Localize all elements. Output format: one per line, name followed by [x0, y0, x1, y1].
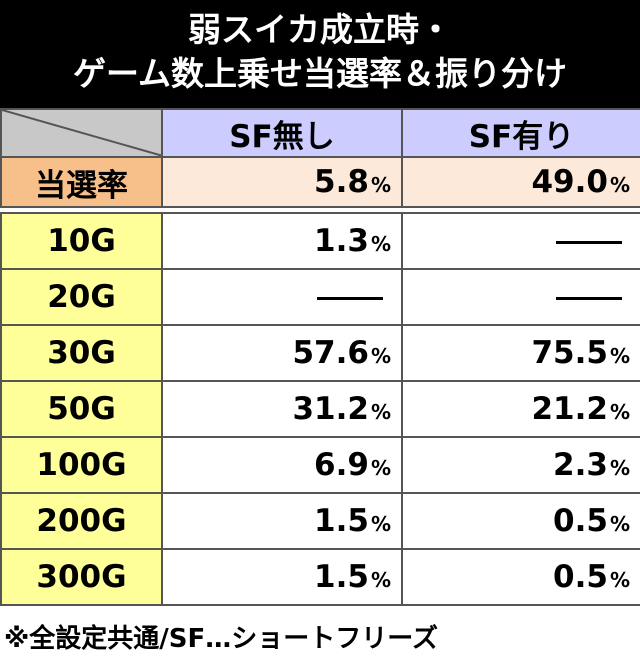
value-sf-none: 1.5% — [161, 492, 403, 550]
value-sf-yes — [401, 268, 640, 326]
table-row: 50G 31.2% 21.2% — [0, 380, 640, 438]
value-sf-yes: 75.5% — [401, 324, 640, 382]
distribution-table: 10G 1.3% 20G 30G 57.6% 75.5% 50G 31.2% 21.2% 100G… — [0, 212, 640, 606]
column-header-sf-none: SF無し — [161, 108, 403, 158]
table-row: 10G 1.3% — [0, 212, 640, 270]
row-label: 10G — [0, 212, 163, 270]
rate-label: 当選率 — [0, 156, 163, 208]
value-sf-none — [161, 268, 403, 326]
table-row: 20G — [0, 268, 640, 326]
row-label: 20G — [0, 268, 163, 326]
row-label: 50G — [0, 380, 163, 438]
footnote: ※全設定共通/SF…ショートフリーズ — [4, 624, 438, 654]
title-line-2: ゲーム数上乗せ当選率＆振り分け — [72, 54, 567, 93]
row-label: 100G — [0, 436, 163, 494]
value-sf-none: 1.5% — [161, 548, 403, 606]
rate-value-sf-none: 5.8% — [161, 156, 403, 208]
dash-mark — [556, 297, 622, 300]
table-row: 30G 57.6% 75.5% — [0, 324, 640, 382]
value-sf-yes: 21.2% — [401, 380, 640, 438]
row-label: 200G — [0, 492, 163, 550]
value-sf-none: 1.3% — [161, 212, 403, 270]
rate-row: 当選率 5.8% 49.0% — [0, 156, 640, 208]
diagonal-line — [3, 111, 160, 155]
row-label: 30G — [0, 324, 163, 382]
table-row: 200G 1.5% 0.5% — [0, 492, 640, 550]
value-sf-none: 6.9% — [161, 436, 403, 494]
table-row: 100G 6.9% 2.3% — [0, 436, 640, 494]
page-title: 弱スイカ成立時・ ゲーム数上乗せ当選率＆振り分け — [0, 0, 640, 108]
column-header-row: SF無し SF有り — [0, 108, 640, 158]
value-sf-yes: 2.3% — [401, 436, 640, 494]
header-table: SF無し SF有り 当選率 5.8% 49.0% — [0, 108, 640, 208]
table-row: 300G 1.5% 0.5% — [0, 548, 640, 606]
value-sf-none: 57.6% — [161, 324, 403, 382]
title-line-1: 弱スイカ成立時・ — [188, 10, 452, 49]
value-sf-none: 31.2% — [161, 380, 403, 438]
row-label: 300G — [0, 548, 163, 606]
value-sf-yes: 0.5% — [401, 548, 640, 606]
value-sf-yes — [401, 212, 640, 270]
column-header-sf-yes: SF有り — [401, 108, 640, 158]
dash-mark — [556, 241, 622, 244]
value-sf-yes: 0.5% — [401, 492, 640, 550]
corner-cell — [0, 108, 163, 158]
rate-value-sf-yes: 49.0% — [401, 156, 640, 208]
dash-mark — [317, 297, 383, 300]
